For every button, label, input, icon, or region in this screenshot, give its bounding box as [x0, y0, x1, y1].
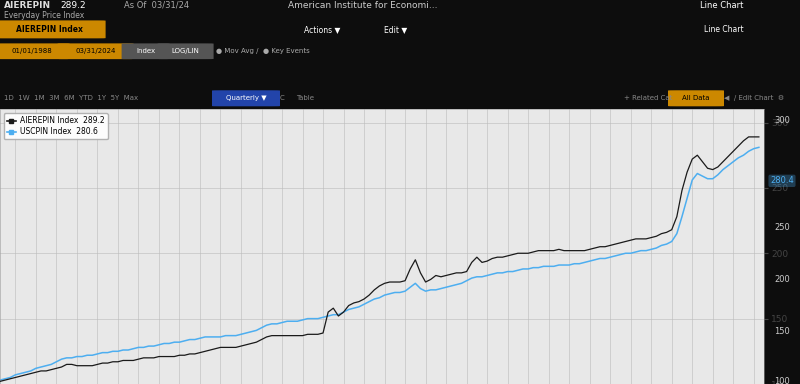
Text: Everyday Price Index: Everyday Price Index: [4, 11, 84, 20]
Text: ● Mov Avg /  ● Key Events: ● Mov Avg / ● Key Events: [216, 48, 310, 54]
Text: American Institute for Economi...: American Institute for Economi...: [288, 1, 438, 10]
Text: Index: Index: [136, 48, 155, 54]
Text: 100: 100: [774, 377, 790, 384]
Text: Edit ▼: Edit ▼: [384, 25, 407, 34]
Text: 1D  1W  1M  3M  6M  YTD  1Y  5Y  Max: 1D 1W 1M 3M 6M YTD 1Y 5Y Max: [4, 95, 138, 101]
Text: AIEREPIN: AIEREPIN: [4, 1, 51, 10]
Text: 300: 300: [774, 116, 790, 125]
Text: Quarterly ▼: Quarterly ▼: [226, 95, 266, 101]
FancyBboxPatch shape: [122, 43, 170, 59]
Text: ◀  / Edit Chart  ⚙: ◀ / Edit Chart ⚙: [724, 95, 784, 101]
FancyBboxPatch shape: [0, 43, 70, 59]
FancyBboxPatch shape: [668, 90, 724, 106]
Text: LOG/LIN: LOG/LIN: [172, 48, 199, 54]
Text: Line Chart: Line Chart: [704, 25, 744, 34]
Legend: AIEREPIN Index  289.2, USCPIN Index  280.6: AIEREPIN Index 289.2, USCPIN Index 280.6: [4, 113, 107, 139]
Text: 280.4: 280.4: [770, 176, 794, 185]
FancyBboxPatch shape: [212, 90, 280, 106]
FancyBboxPatch shape: [58, 43, 134, 59]
Text: 289.2: 289.2: [60, 1, 86, 10]
Text: All Data: All Data: [682, 95, 710, 101]
Text: 200: 200: [774, 275, 790, 284]
Text: 150: 150: [774, 327, 790, 336]
Text: Actions ▼: Actions ▼: [304, 25, 340, 34]
Text: C: C: [280, 95, 285, 101]
Text: Table: Table: [296, 95, 314, 101]
Text: As Of  03/31/24: As Of 03/31/24: [124, 1, 189, 10]
FancyBboxPatch shape: [158, 43, 214, 59]
Text: Line Chart: Line Chart: [700, 1, 743, 10]
Text: + Related Cat: + Related Cat: [624, 95, 672, 101]
FancyBboxPatch shape: [0, 20, 106, 38]
Text: 01/01/1988: 01/01/1988: [12, 48, 52, 54]
Text: 250: 250: [774, 223, 790, 232]
Text: 03/31/2024: 03/31/2024: [76, 48, 116, 54]
Text: AIEREPIN Index: AIEREPIN Index: [16, 25, 83, 34]
